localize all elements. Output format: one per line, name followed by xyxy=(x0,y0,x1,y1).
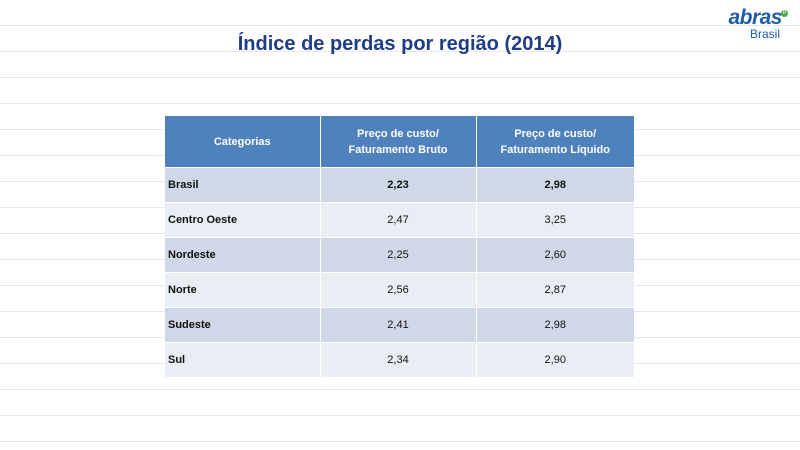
header-line: Preço de custo/ xyxy=(514,127,597,140)
header-categorias: Categorias xyxy=(165,116,321,168)
table-row: Nordeste 2,25 2,60 xyxy=(165,237,634,273)
header-faturamento-liquido: Preço de custo/ Faturamento Líquido xyxy=(476,116,634,168)
header-line: Categorias xyxy=(213,135,271,148)
table-row: Norte 2,56 2,87 xyxy=(165,272,634,308)
bruto-cell: 2,34 xyxy=(320,342,477,377)
bruto-cell: 2,23 xyxy=(320,167,477,203)
header-line: Faturamento Bruto xyxy=(348,143,448,156)
header-line: Preço de custo/ xyxy=(357,127,439,140)
logo-wordmark: abras xyxy=(728,6,782,29)
liquido-cell: 2,98 xyxy=(476,167,634,203)
table-row: Sudeste 2,41 2,98 xyxy=(165,307,634,343)
bruto-cell: 2,25 xyxy=(320,237,477,273)
region-cell: Brasil xyxy=(165,167,321,203)
bruto-cell: 2,56 xyxy=(320,272,477,308)
liquido-cell: 2,90 xyxy=(476,342,634,377)
abras-logo: abras R Brasil xyxy=(698,6,788,46)
bruto-cell: 2,41 xyxy=(320,307,477,343)
region-cell: Sul xyxy=(165,342,321,377)
liquido-cell: 3,25 xyxy=(476,202,634,238)
liquido-cell: 2,98 xyxy=(476,307,634,343)
losses-table: Categorias Preço de custo/ Faturamento B… xyxy=(165,116,634,377)
header-line: Faturamento Líquido xyxy=(500,143,610,156)
table-row: Centro Oeste 2,47 3,25 xyxy=(165,202,634,238)
liquido-cell: 2,87 xyxy=(476,272,634,308)
header-faturamento-bruto: Preço de custo/ Faturamento Bruto xyxy=(320,116,477,168)
table-row: Sul 2,34 2,90 xyxy=(165,342,634,377)
bruto-cell: 2,47 xyxy=(320,202,477,238)
page-title: Índice de perdas por região (2014) xyxy=(237,33,563,55)
region-cell: Centro Oeste xyxy=(165,202,321,238)
region-cell: Sudeste xyxy=(165,307,321,343)
logo-subtitle: Brasil xyxy=(749,27,780,41)
region-cell: Nordeste xyxy=(165,237,321,273)
region-cell: Norte xyxy=(165,272,321,308)
registered-mark-icon: R xyxy=(781,10,788,17)
liquido-cell: 2,60 xyxy=(476,237,634,273)
table-row: Brasil 2,23 2,98 xyxy=(165,167,634,203)
table-header-row: Categorias Preço de custo/ Faturamento B… xyxy=(165,116,634,168)
